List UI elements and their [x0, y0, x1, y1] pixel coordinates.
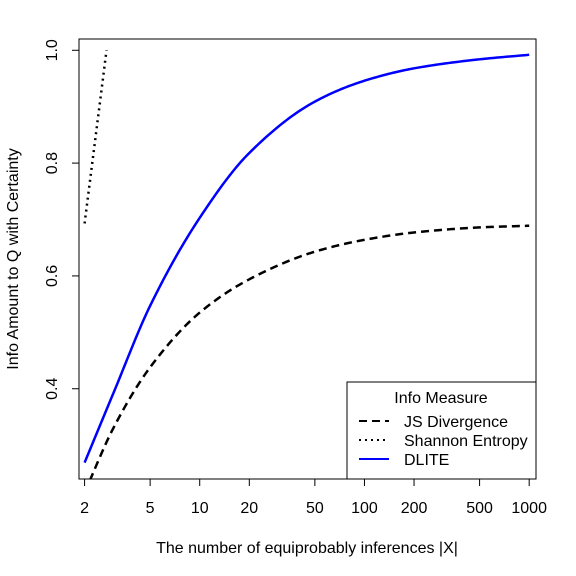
legend-label: Shannon Entropy [404, 433, 528, 450]
x-axis: 2 5 10 20 50 100 200 500 1000 [80, 478, 547, 517]
legend-title: Info Measure [394, 390, 487, 407]
x-tick-label: 5 [146, 500, 155, 517]
x-tick-label: 200 [401, 500, 428, 517]
y-tick-label: 0.6 [44, 265, 61, 287]
x-tick-label: 20 [240, 500, 258, 517]
y-tick-label: 1.0 [44, 39, 61, 61]
y-tick-label: 0.4 [44, 378, 61, 400]
series-layer [83, 50, 530, 479]
y-axis-label: Info Amount to Q with Certainty [5, 148, 22, 369]
x-tick-label: 2 [80, 500, 89, 517]
legend-entries: JS Divergence Shannon Entropy DLITE [359, 414, 528, 469]
y-axis: 0.4 0.6 0.8 1.0 [44, 39, 80, 400]
x-axis-label: The number of equiprobably inferences |X… [156, 540, 458, 557]
x-tick-label: 50 [306, 500, 324, 517]
x-tick-label: 10 [191, 500, 209, 517]
x-tick-label: 500 [466, 500, 493, 517]
legend-box [346, 381, 537, 480]
legend-label: JS Divergence [404, 414, 508, 431]
series-line-dlite [83, 53, 530, 464]
x-tick-label: 100 [351, 500, 378, 517]
y-tick-label: 0.8 [44, 152, 61, 174]
legend: Info Measure JS Divergence Shannon Entrop… [346, 381, 537, 480]
x-tick-label: 1000 [511, 500, 547, 517]
series-line-shannon-entropy [83, 50, 108, 224]
series-line-js-divergence [89, 224, 530, 479]
legend-label: DLITE [404, 452, 449, 469]
